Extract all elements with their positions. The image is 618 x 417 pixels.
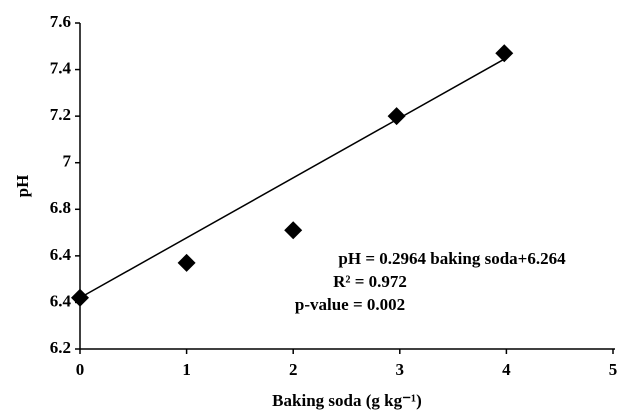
x-tick-label: 2 — [289, 360, 298, 379]
y-axis-label: pH — [13, 175, 32, 198]
annotation: p-value = 0.002 — [295, 295, 405, 314]
y-tick-label: 6.4 — [50, 245, 72, 264]
y-tick-label: 7 — [63, 152, 72, 171]
data-point — [284, 221, 303, 240]
y-tick-label: 7.4 — [50, 58, 72, 77]
data-point — [387, 107, 406, 126]
annotation: R² = 0.972 — [333, 272, 407, 291]
y-tick-label: 6.8 — [50, 198, 71, 217]
x-axis-label: Baking soda (g kg⁻¹) — [272, 391, 422, 410]
data-point — [177, 253, 196, 272]
y-tick-label: 7.6 — [50, 12, 71, 31]
x-tick-label: 0 — [76, 360, 85, 379]
y-tick-label: 7.2 — [50, 105, 71, 124]
x-tick-label: 1 — [182, 360, 191, 379]
data-point — [495, 44, 514, 63]
y-tick-label: 6.4 — [50, 291, 72, 310]
trend-line — [79, 57, 507, 299]
x-tick-label: 3 — [396, 360, 405, 379]
x-tick-label: 4 — [502, 360, 511, 379]
y-tick-label: 6.2 — [50, 338, 71, 357]
annotation: pH = 0.2964 baking soda+6.264 — [338, 249, 566, 268]
x-tick-label: 5 — [609, 360, 618, 379]
data-point — [71, 288, 89, 307]
